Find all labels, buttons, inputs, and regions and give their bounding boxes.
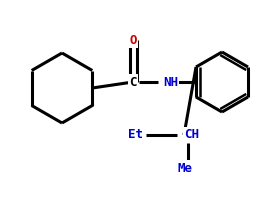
Text: C: C bbox=[129, 75, 137, 88]
Text: NH: NH bbox=[163, 75, 178, 88]
Text: Et: Et bbox=[128, 128, 143, 141]
Text: CH: CH bbox=[184, 128, 199, 141]
Text: O: O bbox=[129, 33, 137, 46]
Text: Me: Me bbox=[177, 162, 192, 175]
